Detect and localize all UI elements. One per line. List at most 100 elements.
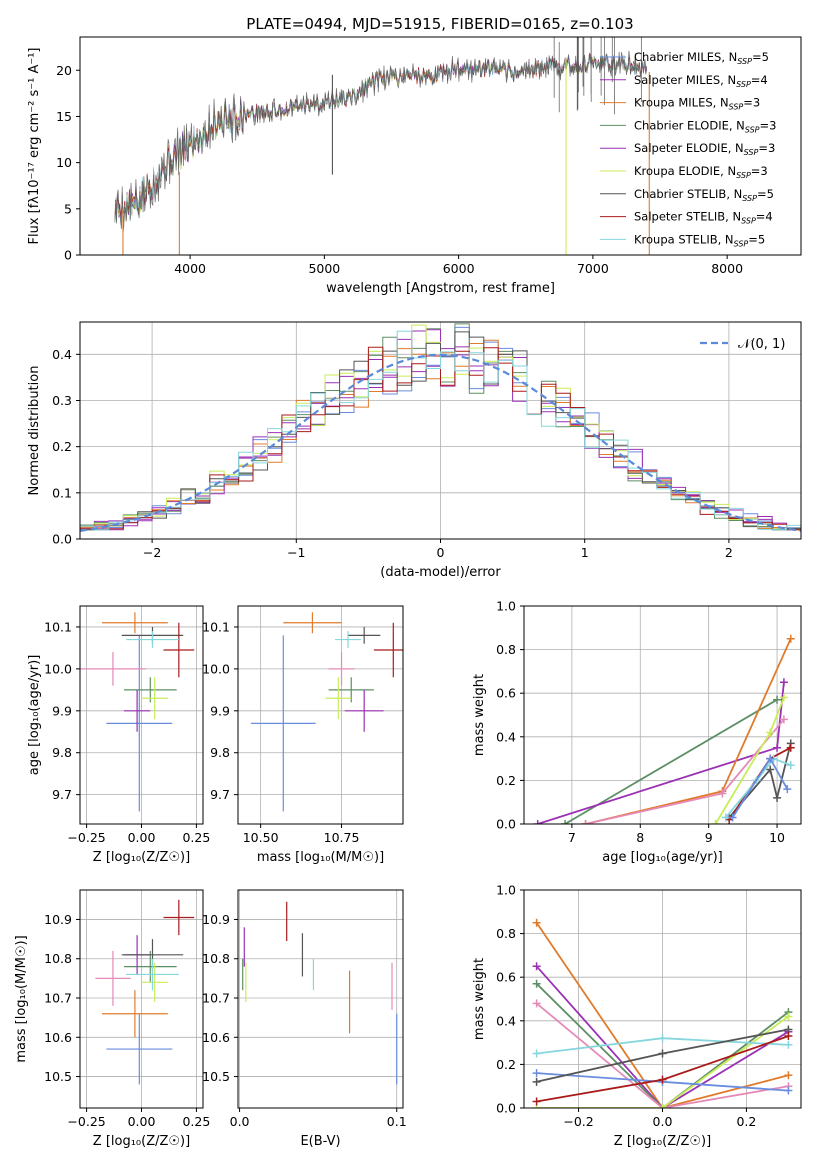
y-tick-label: 9.7 — [52, 787, 72, 802]
y-axis-label: age [log₁₀(age/yr)] — [27, 655, 42, 776]
y-tick-label: 9.9 — [210, 703, 230, 718]
y-tick-label: 0.3 — [52, 393, 72, 408]
y-tick-label: 0.2 — [52, 439, 72, 454]
y-tick-label: 9.9 — [52, 703, 72, 718]
x-tick-label: −1 — [287, 545, 305, 560]
x-tick-label: 0.2 — [736, 1114, 756, 1129]
x-tick-label: −0.2 — [563, 1114, 593, 1129]
legend-entry: Salpeter ELODIE, NSSP=3 — [634, 141, 775, 157]
x-tick-label: −0.25 — [67, 1114, 105, 1129]
weight-marker — [728, 813, 737, 822]
legend-entry: Chabrier ELODIE, NSSP=3 — [634, 118, 776, 134]
y-tick-label: 0.0 — [52, 532, 72, 547]
x-axis-label: Z [log₁₀(Z/Z☉)] — [93, 1134, 190, 1149]
legend-entry: Chabrier MILES, NSSP=5 — [634, 50, 769, 66]
weight-marker — [786, 743, 795, 752]
x-tick-label: 0.25 — [182, 1114, 210, 1129]
plot-area — [80, 612, 195, 812]
x-axis-label: mass [log₁₀(M/M☉)] — [257, 850, 384, 865]
weight-series-line — [728, 743, 792, 819]
y-axis-label: mass [log₁₀(M/M☉)] — [14, 935, 29, 1062]
x-axis-label: Z [log₁₀(Z/Z☉)] — [614, 1134, 711, 1149]
y-tick-label: 9.7 — [210, 787, 230, 802]
panel-spectrum: 4000 5000 6000 7000 8000 0 5 10 15 20 wavelength [… — [27, 36, 802, 296]
axes-frame — [237, 889, 404, 1109]
panel-weight_vs_Z: −0.2 0.0 0.2 0.0 0.2 0.4 0.6 0.8 1.0 Z [log₁₀(Z/Z… — [472, 883, 802, 1149]
weight-marker — [786, 761, 795, 770]
plot-area — [95, 899, 195, 1085]
weight-series-line — [535, 922, 789, 1108]
spectrum-line — [114, 50, 647, 234]
weight-marker — [711, 820, 720, 824]
x-axis-label: Z [log₁₀(Z/Z☉)] — [93, 850, 190, 865]
y-tick-label: 0.4 — [496, 729, 516, 744]
y-tick-label: 9.8 — [52, 745, 72, 760]
spectrum-legend: Chabrier MILES, NSSP=5 Salpeter MILES, NS… — [600, 50, 776, 248]
weight-marker — [718, 789, 727, 798]
y-tick-label: 1.0 — [496, 883, 516, 898]
x-axis-label: (data-model)/error — [380, 565, 501, 580]
panel-age_vs_Z: −0.25 0.00 0.25 9.7 9.8 9.9 10.0 10.1 Z [log₁₀(Z… — [27, 605, 210, 865]
weight-series-line — [535, 983, 789, 1108]
legend-entry: 𝒩(0, 1) — [738, 337, 785, 352]
weight-marker — [766, 754, 775, 763]
y-tick-label: 20 — [56, 63, 72, 78]
y-tick-label: 0.2 — [496, 1057, 516, 1072]
x-tick-label: 0.1 — [387, 1114, 407, 1129]
y-tick-label: 0.2 — [496, 773, 516, 788]
legend-entry: Kroupa STELIB, NSSP=5 — [634, 232, 765, 248]
weight-marker — [658, 1104, 667, 1108]
x-tick-label: 5000 — [308, 261, 340, 276]
x-tick-label: 10.50 — [243, 830, 279, 845]
weight-series-line — [536, 1015, 789, 1108]
y-tick-label: 10.5 — [44, 1069, 72, 1084]
weight-series-line — [725, 757, 792, 819]
histogram-step — [80, 329, 801, 531]
y-tick-label: 10 — [56, 155, 72, 170]
y-tick-label: 10.9 — [202, 912, 230, 927]
x-axis-label: wavelength [Angstrom, rest frame] — [326, 281, 555, 296]
weight-marker — [532, 918, 541, 927]
y-tick-label: 0.0 — [496, 1101, 516, 1116]
weight-marker — [532, 999, 541, 1008]
weight-marker — [581, 820, 590, 824]
y-tick-label: 0.6 — [496, 686, 516, 701]
panel-residuals: −2 −1 0 1 2 0.0 0.1 0.2 0.3 0.4 (data-model)/error… — [27, 321, 802, 580]
y-tick-label: 15 — [56, 109, 72, 124]
plot-area — [532, 918, 793, 1108]
x-tick-label: 4000 — [174, 261, 206, 276]
weight-marker — [532, 962, 541, 971]
x-tick-label: 2 — [725, 545, 733, 560]
legend-entry: Salpeter STELIB, NSSP=4 — [634, 210, 773, 226]
weight-marker — [779, 715, 788, 724]
panel-mass_vs_Z: −0.25 0.00 0.25 10.5 10.6 10.7 10.8 10.9 Z [log₁… — [14, 889, 210, 1149]
weight-marker — [532, 1049, 541, 1058]
panel-weight_vs_age: 7 8 9 10 0.0 0.2 0.4 0.6 0.8 1.0 age [log₁₀(age/yr… — [472, 599, 802, 865]
x-tick-label: 10 — [769, 830, 785, 845]
x-tick-label: 1 — [581, 545, 589, 560]
weight-marker — [779, 693, 788, 702]
legend-entry: Chabrier STELIB, NSSP=5 — [634, 187, 774, 203]
x-tick-label: 8000 — [711, 261, 743, 276]
weight-series-line — [535, 965, 789, 1108]
weight-marker — [532, 979, 541, 988]
y-tick-label: 0.1 — [52, 485, 72, 500]
y-tick-label: 10.6 — [44, 1030, 72, 1045]
panel-mass_vs_ebv: 0.0 0.1 10.5 10.6 10.7 10.8 10.9 E(B-V) — [202, 889, 407, 1149]
weight-marker — [532, 1077, 541, 1086]
histogram-step — [80, 346, 801, 531]
x-tick-label: 0.0 — [653, 1114, 673, 1129]
x-tick-label: 9 — [705, 830, 713, 845]
grid-lines — [80, 606, 203, 824]
weight-marker — [658, 1049, 667, 1058]
weight-marker — [786, 634, 795, 643]
weight-marker — [773, 743, 782, 752]
plot-area — [114, 37, 650, 255]
normal-pdf-curve — [80, 353, 801, 532]
weight-marker — [766, 728, 775, 737]
plot-area — [242, 901, 398, 1085]
y-tick-label: 0.6 — [496, 970, 516, 985]
x-tick-label: 0.0 — [230, 1114, 250, 1129]
panel-age_vs_mass: 10.50 10.75 9.7 9.8 9.9 10.0 10.1 mass [log₁₀(M… — [202, 605, 404, 865]
